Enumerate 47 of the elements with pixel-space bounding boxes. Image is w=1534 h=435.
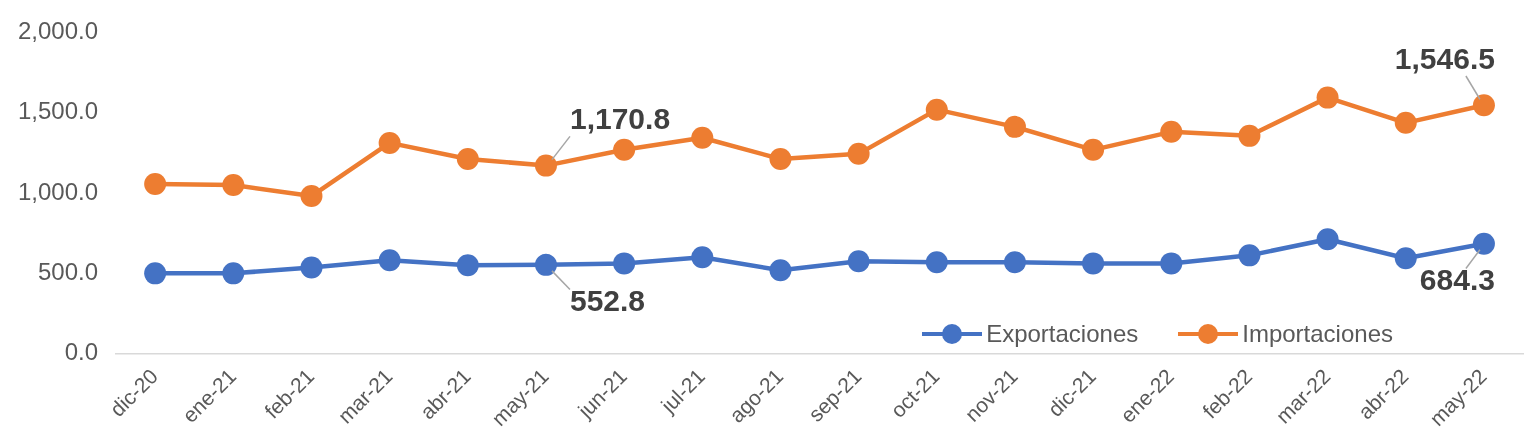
point bbox=[534, 154, 557, 177]
point bbox=[925, 251, 948, 274]
point bbox=[691, 126, 714, 149]
point bbox=[300, 256, 323, 279]
point bbox=[456, 147, 479, 170]
data-label: 684.3 bbox=[1419, 263, 1495, 297]
point bbox=[222, 262, 245, 285]
point bbox=[378, 249, 401, 272]
legend-label: Exportaciones bbox=[986, 319, 1139, 348]
y-tick-label: 500.0 bbox=[38, 257, 99, 285]
point bbox=[1316, 228, 1339, 251]
point bbox=[1160, 120, 1183, 143]
point bbox=[769, 147, 792, 170]
point bbox=[1394, 247, 1417, 270]
point bbox=[613, 138, 636, 161]
point bbox=[1160, 252, 1183, 275]
point bbox=[847, 142, 870, 165]
point bbox=[1238, 124, 1261, 147]
point bbox=[1003, 251, 1026, 274]
point bbox=[1082, 138, 1105, 161]
point bbox=[691, 246, 714, 269]
point bbox=[613, 252, 636, 275]
point bbox=[1003, 115, 1026, 138]
y-tick-label: 2,000.0 bbox=[18, 17, 99, 45]
y-tick-label: 0.0 bbox=[64, 338, 99, 366]
point bbox=[1316, 86, 1339, 109]
point bbox=[456, 254, 479, 277]
point bbox=[1238, 244, 1261, 267]
point bbox=[1082, 252, 1105, 275]
point bbox=[222, 174, 245, 196]
point bbox=[925, 98, 948, 121]
point bbox=[1472, 94, 1495, 117]
y-tick-label: 1,500.0 bbox=[18, 97, 99, 125]
data-label: 552.8 bbox=[569, 284, 646, 318]
legend-label: Importaciones bbox=[1242, 319, 1393, 348]
data-label: 1,546.5 bbox=[1394, 41, 1495, 75]
data-label: 1,170.8 bbox=[569, 101, 671, 135]
point bbox=[1472, 232, 1495, 255]
point bbox=[1394, 111, 1417, 134]
point bbox=[769, 259, 792, 282]
point bbox=[378, 131, 401, 154]
point bbox=[534, 253, 557, 276]
point bbox=[847, 250, 870, 273]
point bbox=[144, 173, 167, 196]
y-tick-label: 1,000.0 bbox=[18, 177, 99, 205]
point bbox=[300, 185, 323, 208]
point bbox=[144, 262, 167, 285]
